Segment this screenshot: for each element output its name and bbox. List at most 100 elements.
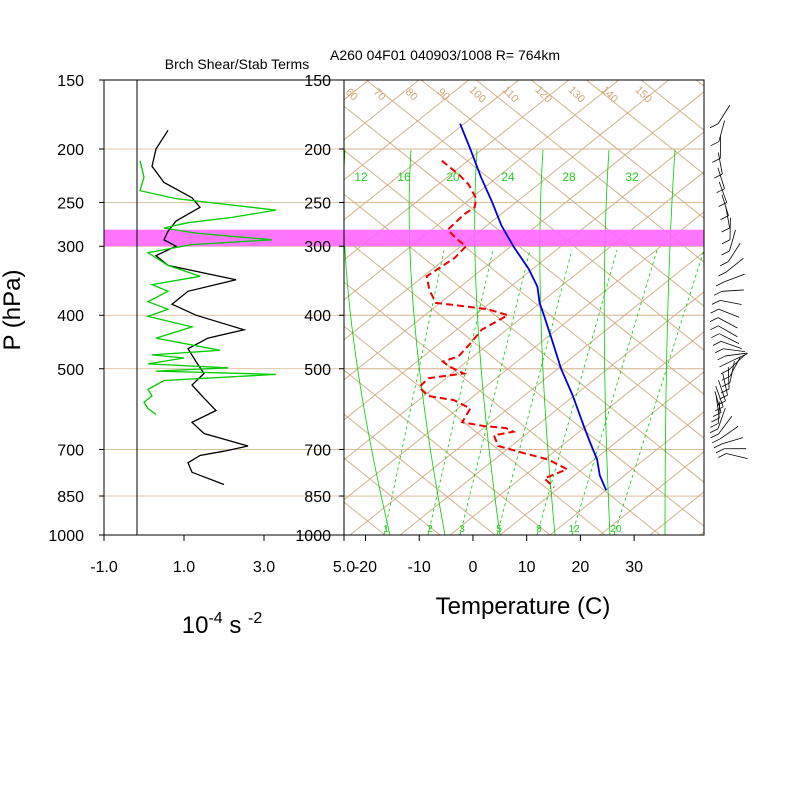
wind-barb-shaft xyxy=(721,289,744,292)
right-y-tick-label: 250 xyxy=(304,196,331,213)
dewpoint-curve xyxy=(417,159,570,489)
isotherm-line xyxy=(344,131,704,421)
wind-barb-shaft xyxy=(718,181,728,203)
wind-barb-shaft xyxy=(723,273,745,283)
wind-barb-shaft xyxy=(717,104,731,124)
mixing-ratio-line xyxy=(613,249,704,535)
wind-barb-flag xyxy=(719,362,728,368)
right-x-tick-label: 30 xyxy=(625,559,643,576)
dry-adiabat-line xyxy=(751,80,800,535)
mixing-ratio-line xyxy=(496,249,573,535)
isotherm-line xyxy=(0,80,269,535)
wind-barb-flag xyxy=(721,239,731,245)
mixing-ratio-line xyxy=(427,249,494,535)
wind-barb-shaft xyxy=(723,348,746,353)
left-y-tick-label: 250 xyxy=(57,196,84,213)
units-base: 10 xyxy=(182,612,209,639)
left-x-axis-label: 10-4 s -2 xyxy=(182,610,263,639)
wind-barb-shaft xyxy=(719,426,739,440)
mixing-ratio-label: 20 xyxy=(610,524,622,535)
wind-barb-shaft xyxy=(718,380,726,402)
wind-barb-shaft xyxy=(717,401,721,424)
right-y-ticks: 150 200 250 300 400 500 700 850 1000 xyxy=(295,73,344,545)
dry-adiabat-label: 70 xyxy=(371,86,388,103)
theta-e-label: 20 xyxy=(446,170,460,184)
right-y-tick-label: 500 xyxy=(304,362,331,379)
left-x-tick-label: 3.0 xyxy=(253,559,275,576)
left-x-ticks: -1.0 1.0 3.0 5.0 xyxy=(90,535,355,576)
stability-term-line xyxy=(139,160,277,416)
wind-barb-shaft xyxy=(726,453,748,460)
right-panel-title: A260 04F01 040903/1008 R= 764km xyxy=(330,47,560,63)
left-series-group xyxy=(139,129,277,486)
units-exponent-2: -2 xyxy=(248,610,262,627)
dry-adiabat-line xyxy=(344,281,661,535)
shear-term-line xyxy=(151,129,249,486)
highlight-band-right xyxy=(344,229,704,247)
isotherm-line xyxy=(750,80,800,535)
dry-adiabat-line xyxy=(365,80,704,351)
dry-adiabat-line xyxy=(420,80,704,307)
units-mid: s xyxy=(223,612,248,639)
wind-barb-shaft xyxy=(729,361,735,383)
wind-barb-shaft xyxy=(728,354,746,371)
wind-barb-flag xyxy=(717,355,726,361)
isotherm-line xyxy=(549,411,704,535)
wind-barb-flag xyxy=(719,394,728,400)
dry-adiabat-line xyxy=(344,413,496,535)
wind-barb-flag xyxy=(711,417,720,423)
wind-barb-shaft xyxy=(717,167,725,189)
theta-e-label: 16 xyxy=(397,170,411,184)
wind-barb-flag xyxy=(712,412,722,417)
dry-adiabat-line xyxy=(344,369,551,535)
temperature-curve xyxy=(459,123,608,491)
isotherm-line xyxy=(349,251,704,535)
left-y-tick-label: 850 xyxy=(57,489,84,506)
wind-barb-flag xyxy=(715,348,724,354)
wind-barb-shaft xyxy=(720,340,742,349)
dry-adiabat-line xyxy=(344,105,704,395)
dry-adiabat-line xyxy=(0,80,220,535)
right-highlight-band xyxy=(344,229,704,247)
right-x-tick-label: -20 xyxy=(354,559,377,576)
right-y-tick-label: 200 xyxy=(304,142,331,159)
left-y-tick-label: 500 xyxy=(57,362,84,379)
skewt-background-grid xyxy=(0,80,800,535)
wind-barb-shaft xyxy=(714,391,722,413)
right-y-tick-label: 150 xyxy=(304,73,331,90)
theta-e-label: 12 xyxy=(354,170,368,184)
y-axis-label: P (hPa) xyxy=(0,270,26,351)
left-panel-title: Brch Shear/Stab Terms xyxy=(165,56,309,72)
wind-barb-flag xyxy=(715,281,725,287)
wind-barb-shaft xyxy=(721,194,729,216)
mixing-ratio-line xyxy=(383,249,445,535)
units-exponent-1: -4 xyxy=(208,610,222,627)
left-y-tick-label: 150 xyxy=(57,73,84,90)
left-y-tick-label: 300 xyxy=(57,239,84,256)
dry-adiabat-line xyxy=(344,325,606,535)
wind-barb-flag xyxy=(720,369,730,375)
wind-barb-flag xyxy=(710,308,719,314)
right-y-tick-label: 850 xyxy=(304,489,331,506)
wind-barb-flag xyxy=(715,448,725,454)
right-x-tick-label: 20 xyxy=(572,559,590,576)
wind-barb-flag xyxy=(710,141,720,147)
mixing-ratio-label: 2 xyxy=(427,524,433,535)
dry-adiabat-label: 140 xyxy=(599,84,620,105)
right-y-tick-label: 1000 xyxy=(295,528,331,545)
right-plot-frame xyxy=(343,79,705,536)
wind-barb-shaft xyxy=(718,416,733,435)
dry-adiabat-line xyxy=(344,457,441,535)
wind-barb-shaft xyxy=(718,325,738,338)
wind-barb-shaft xyxy=(715,385,724,407)
moist-adiabat-line xyxy=(408,149,446,535)
theta-e-label: 28 xyxy=(562,170,576,184)
wind-barb-shaft xyxy=(725,352,748,357)
right-x-ticks: -20 -10 0 10 20 30 xyxy=(354,535,643,576)
wind-barb-flag xyxy=(713,443,723,449)
isotherm-line xyxy=(344,80,470,181)
wind-barb-flag xyxy=(709,317,719,322)
mixing-ratio-label: 8 xyxy=(536,524,542,535)
